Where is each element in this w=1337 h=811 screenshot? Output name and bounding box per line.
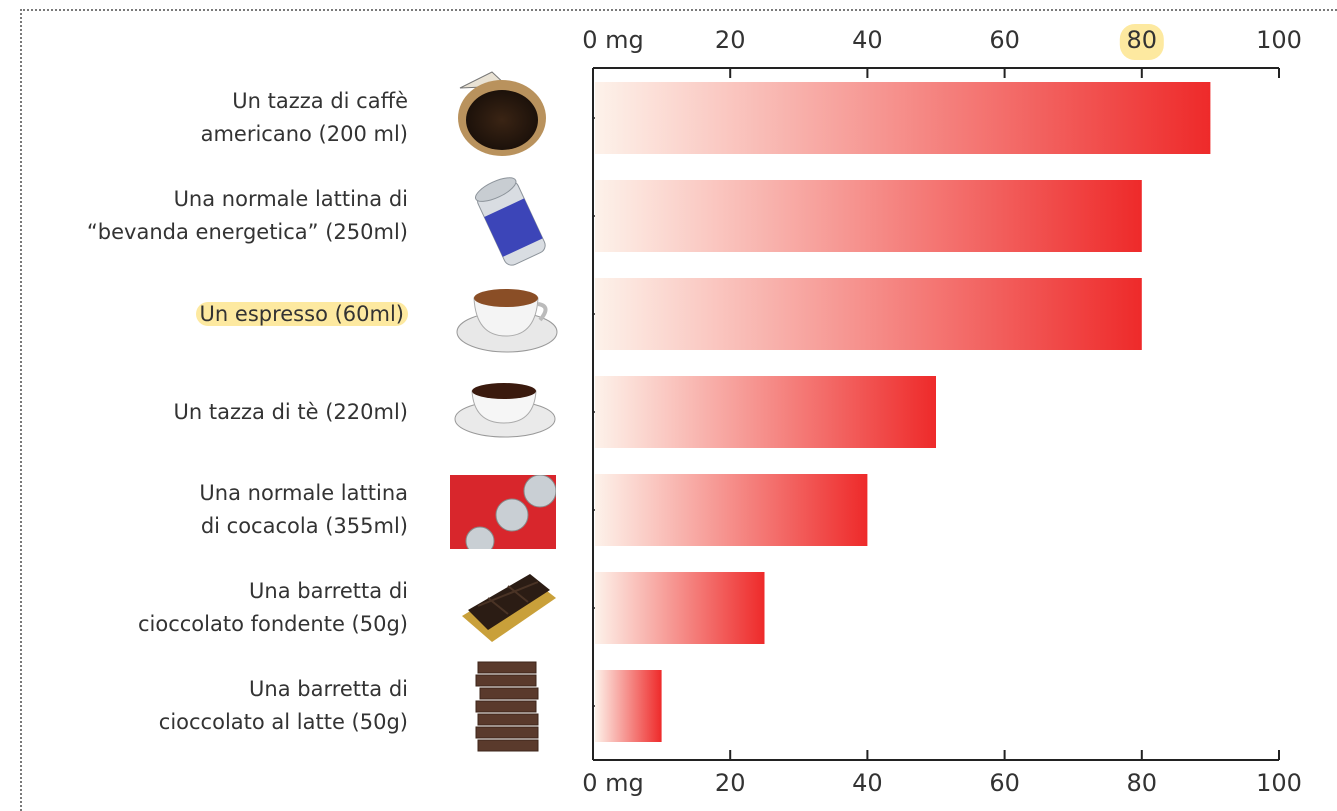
bar xyxy=(595,474,868,546)
category-label-line: cioccolato al latte (50g) xyxy=(158,710,408,734)
bottom-tick-label: 0 mg xyxy=(582,769,644,797)
category-label-line: “bevanda energetica” (250ml) xyxy=(86,220,408,244)
bottom-tick-label: 40 xyxy=(852,769,883,797)
top-tick-label: 20 xyxy=(715,26,746,54)
bar xyxy=(595,670,662,742)
top-tick-label: 60 xyxy=(989,26,1020,54)
top-tick-label: 100 xyxy=(1256,26,1302,54)
bottom-tick-label: 60 xyxy=(989,769,1020,797)
category-label: Una barretta di cioccolato al latte (50g) xyxy=(0,673,408,739)
coffee-filter-icon xyxy=(458,71,546,156)
espresso-cup-icon xyxy=(456,289,558,353)
category-label-line: Una barretta di xyxy=(249,677,408,701)
category-label-line: cioccolato fondente (50g) xyxy=(137,612,408,636)
top-tick-label: 80 xyxy=(1127,26,1158,54)
category-label-line: di cocacola (355ml) xyxy=(200,514,408,538)
bar xyxy=(595,278,1142,350)
category-label: Un espresso (60ml) xyxy=(0,298,408,331)
category-label: Un tazza di tè (220ml) xyxy=(0,396,408,429)
category-label: Una normale lattina di “bevanda energetic… xyxy=(0,183,408,249)
top-tick-label: 40 xyxy=(852,26,883,54)
tick-highlight xyxy=(1119,24,1164,60)
bar xyxy=(595,82,1211,154)
top-tick-label: 0 mg xyxy=(582,26,644,54)
category-label: Un tazza di caffè americano (200 ml) xyxy=(0,85,408,151)
milk-chocolate-stack-icon xyxy=(475,661,539,752)
category-label: Una normale lattina di cocacola (355ml) xyxy=(0,477,408,543)
category-label-line: Una normale lattina di xyxy=(173,187,408,211)
tea-cup-icon xyxy=(454,383,556,438)
category-label-line: Una barretta di xyxy=(249,579,408,603)
cola-cans-icon xyxy=(450,475,556,549)
category-label-line: americano (200 ml) xyxy=(200,122,408,146)
category-label-line: Un tazza di caffè xyxy=(232,89,408,113)
bar xyxy=(595,572,765,644)
bottom-tick-label: 20 xyxy=(715,769,746,797)
dotted-frame xyxy=(20,9,1337,811)
category-label-line: Un tazza di tè (220ml) xyxy=(173,399,408,424)
category-label: Una barretta di cioccolato fondente (50g) xyxy=(0,575,408,641)
category-label-line: Un espresso (60ml) xyxy=(0,298,408,331)
bar xyxy=(595,376,936,448)
bar xyxy=(595,180,1142,252)
category-label-line: Una normale lattina xyxy=(199,481,408,505)
energy-drink-can-icon xyxy=(475,177,546,266)
dark-chocolate-icon xyxy=(462,574,556,642)
bottom-tick-label: 80 xyxy=(1127,769,1158,797)
bottom-tick-label: 100 xyxy=(1256,769,1302,797)
